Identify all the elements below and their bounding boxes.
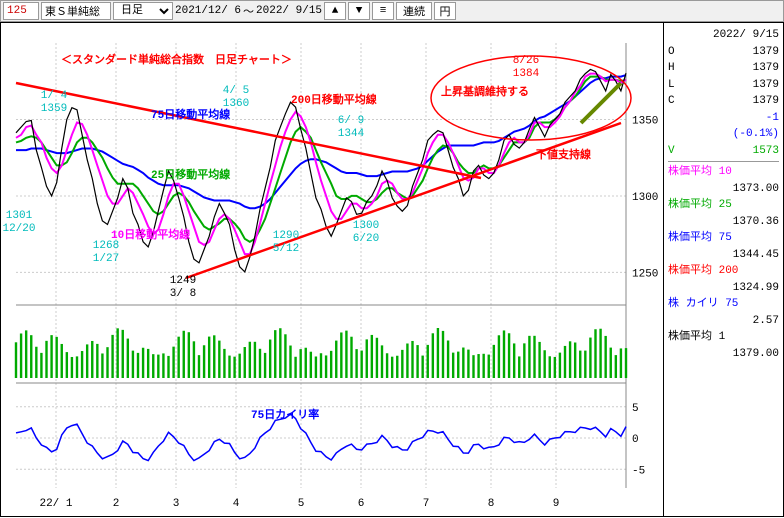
- svg-text:75日移動平均線: 75日移動平均線: [151, 107, 230, 122]
- code-input[interactable]: [3, 2, 39, 20]
- svg-text:0: 0: [632, 434, 639, 446]
- svg-text:5: 5: [632, 403, 639, 415]
- svg-text:5: 5: [298, 498, 305, 510]
- menu-button[interactable]: ≡: [372, 2, 394, 20]
- date-to: 2022/ 9/15: [256, 5, 322, 17]
- chart-area[interactable]: 22/ 1 2 3 4 5 6 7 8 9 1250 1300 1350 -5 0 5 ＜スタンダード単純総合…: [0, 22, 664, 517]
- svg-text:6/ 9: 6/ 9: [338, 115, 364, 127]
- chg-val: -1: [766, 110, 779, 127]
- svg-text:1/27: 1/27: [93, 253, 119, 265]
- svg-text:下値支持線: 下値支持線: [536, 147, 591, 162]
- ind-val: 2.57: [753, 313, 779, 330]
- o-val: 1379: [753, 44, 779, 61]
- c-val: 1379: [753, 93, 779, 110]
- svg-text:6/20: 6/20: [353, 233, 379, 245]
- name-input[interactable]: [41, 2, 111, 20]
- svg-text:4/ 5: 4/ 5: [223, 85, 249, 97]
- h-label: H: [668, 60, 675, 77]
- svg-text:6: 6: [358, 498, 365, 510]
- svg-text:3/ 8: 3/ 8: [170, 288, 196, 300]
- ind-label: 株価平均 10: [668, 164, 732, 181]
- svg-text:1301: 1301: [6, 210, 33, 222]
- yen-button[interactable]: 円: [434, 2, 456, 20]
- ind-label: 株 カイリ 75: [668, 296, 738, 313]
- svg-text:1249: 1249: [170, 275, 196, 287]
- svg-text:200日移動平均線: 200日移動平均線: [291, 92, 377, 107]
- svg-text:4: 4: [233, 498, 240, 510]
- svg-text:1359: 1359: [41, 103, 67, 115]
- svg-text:7: 7: [423, 498, 430, 510]
- svg-text:5/12: 5/12: [273, 243, 299, 255]
- svg-text:＜スタンダード単純総合指数 日足チャート＞: ＜スタンダード単純総合指数 日足チャート＞: [61, 52, 292, 67]
- ind-val: 1373.00: [733, 181, 779, 198]
- ind-val: 1324.99: [733, 280, 779, 297]
- svg-text:1268: 1268: [93, 240, 119, 252]
- svg-text:8: 8: [488, 498, 495, 510]
- sidebar: 2022/ 9/15 O 1379 H 1379 L 1379 C 1379 -1 (-…: [664, 22, 784, 517]
- l-label: L: [668, 77, 675, 94]
- pct-val: (-0.1%): [733, 126, 779, 143]
- svg-text:1344: 1344: [338, 128, 365, 140]
- svg-text:75日カイリ率: 75日カイリ率: [251, 407, 319, 422]
- svg-text:1/ 4: 1/ 4: [41, 90, 68, 102]
- svg-text:1250: 1250: [632, 268, 658, 280]
- svg-text:25日移動平均線: 25日移動平均線: [151, 167, 230, 182]
- date-from: 2021/12/ 6: [175, 5, 241, 17]
- svg-text:1290: 1290: [273, 230, 299, 242]
- continuous-button[interactable]: 連続: [396, 2, 432, 20]
- scroll-up-button[interactable]: ▲: [324, 2, 346, 20]
- svg-text:8/26: 8/26: [513, 55, 539, 67]
- svg-text:22/ 1: 22/ 1: [39, 498, 72, 510]
- svg-text:12/20: 12/20: [2, 223, 35, 235]
- svg-text:1300: 1300: [632, 192, 658, 204]
- ind-label: 株価平均 200: [668, 263, 738, 280]
- svg-text:-5: -5: [632, 465, 645, 477]
- svg-text:2: 2: [113, 498, 120, 510]
- c-label: C: [668, 93, 675, 110]
- h-val: 1379: [753, 60, 779, 77]
- ind-val: 1370.36: [733, 214, 779, 231]
- sidebar-date: 2022/ 9/15: [668, 27, 779, 44]
- period-select[interactable]: 日足: [113, 2, 173, 20]
- svg-text:1300: 1300: [353, 220, 379, 232]
- svg-text:1350: 1350: [632, 115, 658, 127]
- l-val: 1379: [753, 77, 779, 94]
- svg-text:9: 9: [553, 498, 560, 510]
- ind-val: 1344.45: [733, 247, 779, 264]
- o-label: O: [668, 44, 675, 61]
- toolbar: 日足 2021/12/ 6 ～ 2022/ 9/15 ▲ ▼ ≡ 連続 円: [0, 0, 784, 22]
- tilde: ～: [243, 3, 254, 19]
- svg-text:10日移動平均線: 10日移動平均線: [111, 227, 190, 242]
- ind-label: 株価平均 25: [668, 197, 732, 214]
- v-val: 1573: [753, 143, 779, 160]
- svg-text:1384: 1384: [513, 68, 540, 80]
- svg-text:3: 3: [173, 498, 180, 510]
- v-label: V: [668, 143, 675, 160]
- ind-val: 1379.00: [733, 346, 779, 363]
- ind-label: 株価平均 1: [668, 329, 725, 346]
- svg-text:1360: 1360: [223, 98, 249, 110]
- ind-label: 株価平均 75: [668, 230, 732, 247]
- scroll-down-button[interactable]: ▼: [348, 2, 370, 20]
- svg-text:上昇基調維持する: 上昇基調維持する: [441, 84, 529, 99]
